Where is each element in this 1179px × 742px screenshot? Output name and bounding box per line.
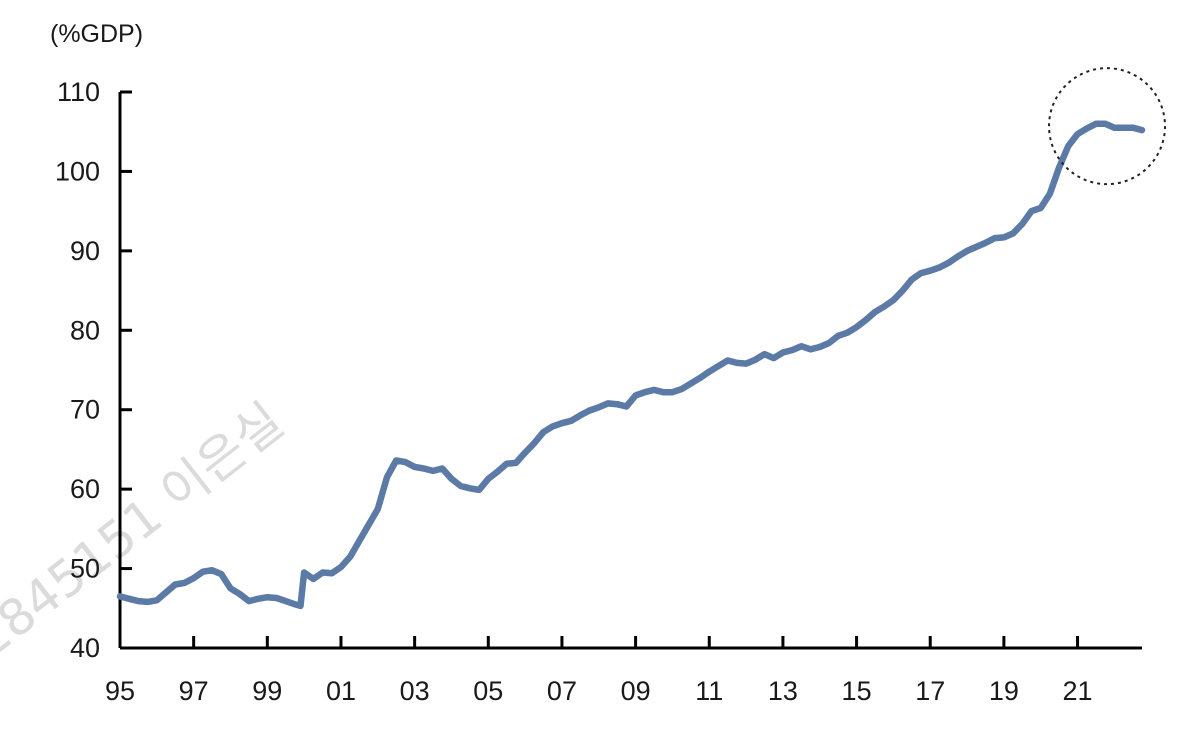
x-tick-label: 19 xyxy=(989,676,1019,706)
x-tick-label: 21 xyxy=(1063,676,1093,706)
y-tick-label: 110 xyxy=(57,77,100,107)
y-tick-label: 100 xyxy=(55,156,100,186)
y-tick-label: 40 xyxy=(70,633,100,663)
x-tick-label: 15 xyxy=(842,676,872,706)
y-axis-ticks: 40 50 60 70 80 90 100 110 xyxy=(55,77,132,663)
x-axis-ticks: 95 97 99 01 03 05 07 09 11 13 15 17 19 21 xyxy=(105,636,1093,706)
x-tick-label: 03 xyxy=(400,676,430,706)
x-tick-label: 01 xyxy=(326,676,356,706)
debt-series-line xyxy=(116,120,1146,610)
y-unit-label: (%GDP) xyxy=(50,20,143,48)
x-tick-label: 17 xyxy=(915,676,945,706)
y-tick-label: 60 xyxy=(70,474,100,504)
x-tick-label: 07 xyxy=(547,676,577,706)
y-tick-label: 50 xyxy=(70,554,100,584)
x-tick-label: 11 xyxy=(695,676,723,706)
x-tick-label: 09 xyxy=(621,676,651,706)
watermark-text: 2845151 이은실 xyxy=(0,392,294,670)
y-tick-label: 90 xyxy=(70,236,100,266)
x-tick-label: 97 xyxy=(179,676,209,706)
x-tick-label: 13 xyxy=(768,676,798,706)
x-tick-label: 99 xyxy=(252,676,282,706)
x-tick-label: 95 xyxy=(105,676,135,706)
x-tick-label: 05 xyxy=(473,676,503,706)
y-tick-label: 80 xyxy=(70,315,100,345)
y-tick-label: 70 xyxy=(70,395,100,425)
